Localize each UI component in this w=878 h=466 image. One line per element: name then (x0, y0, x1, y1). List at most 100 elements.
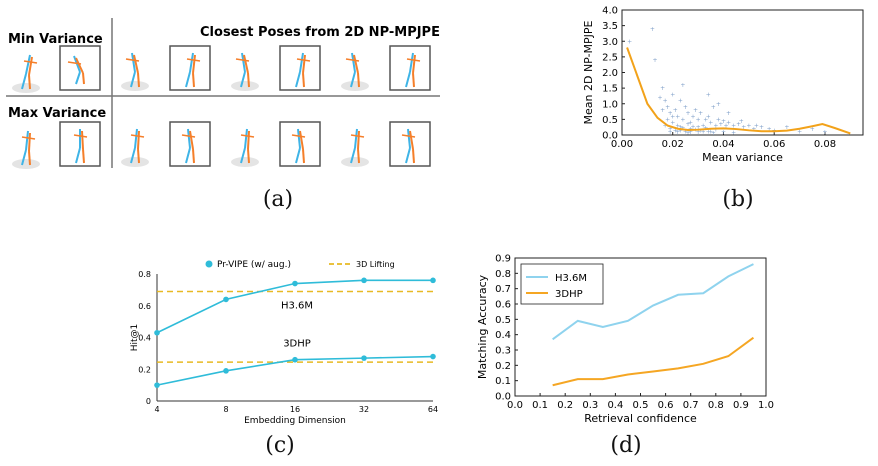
pose-floor (12, 159, 40, 169)
scatter-point: + (706, 113, 711, 120)
pose-floor (231, 157, 259, 167)
pose-limb (28, 56, 33, 76)
scatter-point: + (660, 85, 665, 92)
pose-floor (341, 157, 369, 167)
pose-limb (192, 148, 195, 164)
caption-c: (c) (265, 433, 295, 458)
legend-label: 3DHP (555, 289, 583, 300)
pose-limb (297, 128, 301, 149)
y-tick-label: 0.8 (138, 270, 151, 279)
y-tick-label: 2.0 (602, 68, 618, 79)
x-axis-label: Embedding Dimension (244, 416, 346, 426)
pose-limb (247, 72, 250, 88)
pose-limb (350, 71, 356, 88)
pose-limb (21, 136, 36, 140)
scatter-point: + (706, 128, 711, 135)
scatter-point: + (708, 120, 713, 127)
scatter-point: + (708, 128, 713, 135)
scatter-point: + (691, 123, 696, 130)
y-tick-label: 2.5 (602, 52, 618, 63)
scatter-point: + (683, 104, 688, 111)
scatter-point: + (685, 110, 690, 117)
pose-limb (185, 71, 191, 88)
scatter-point: + (680, 82, 685, 89)
scatter-point: + (721, 118, 726, 125)
y-tick-label: 0.3 (495, 346, 511, 357)
series-label: 3DHP (283, 339, 311, 350)
pose-limb (401, 134, 416, 138)
pose-limb (407, 128, 411, 149)
pose-limb (82, 72, 85, 85)
x-tick-label: 0.4 (607, 400, 623, 411)
min-variance-label: Min Variance (8, 32, 103, 47)
scatter-chart: 0.0 0.5 1.0 1.5 2.0 2.5 3.0 3.5 4.0 0.00 0.02 0.04 0… (582, 6, 864, 164)
pose-limb (125, 58, 140, 62)
max-variance-label: Max Variance (8, 106, 106, 121)
pose-limb (409, 130, 414, 150)
x-tick-label: 0.0 (507, 400, 523, 411)
y-tick-label: 0 (146, 397, 151, 406)
scatter-point: + (696, 116, 701, 123)
pose-limb (186, 58, 201, 62)
data-point (154, 382, 160, 388)
pose-limb (137, 148, 140, 164)
x-tick-label: 32 (359, 405, 369, 414)
scatter-point: + (721, 129, 726, 136)
legend-label: H3.6M (555, 273, 587, 284)
pose-limb (181, 134, 196, 138)
x-tick-label: 0.06 (763, 139, 785, 150)
data-point (292, 356, 298, 363)
pose-limb (299, 130, 304, 150)
scatter-point: + (693, 107, 698, 114)
pose-floor (121, 157, 149, 167)
pose-limb (21, 149, 27, 166)
pose-limb (75, 147, 81, 164)
pose-limb (244, 128, 248, 149)
scatter-point: + (650, 26, 655, 33)
data-point (430, 353, 436, 360)
scatter-point: + (696, 129, 701, 136)
scatter-point: + (670, 120, 675, 127)
pose-limb (187, 128, 191, 149)
scatter-point: + (675, 129, 680, 136)
scatter-point: + (685, 130, 690, 137)
pose-limb (357, 148, 360, 164)
caption-b: (b) (722, 187, 754, 212)
pose-floor (121, 81, 149, 91)
scatter-point: + (716, 101, 721, 108)
pose-limb (130, 134, 145, 138)
pose-limb (185, 147, 191, 164)
pose-limb (133, 54, 139, 74)
scatter-point: + (698, 127, 703, 134)
pose-limb (350, 134, 365, 138)
x-tick-label: 16 (290, 405, 300, 414)
scatter-point: + (663, 123, 668, 130)
data-point (430, 277, 436, 284)
pose-limb (25, 54, 31, 75)
closest-poses-header: Closest Poses from 2D NP-MPJPE (200, 25, 440, 40)
scatter-point: + (739, 118, 744, 125)
x-tick-label: 0.2 (557, 400, 573, 411)
scatter-point: + (810, 126, 815, 133)
pose-limb (406, 58, 421, 62)
pose-limb (241, 52, 246, 73)
y-tick-label: 0.1 (495, 376, 511, 387)
scatter-point: + (701, 129, 706, 136)
panel-c: 0 0.2 0.4 0.6 0.8 4 8 16 32 64 Embedding Dimension… (125, 250, 445, 430)
pose-limb (357, 130, 360, 150)
scatter-point: + (703, 116, 708, 123)
pose-limb (137, 72, 140, 88)
x-tick-label: 0.08 (814, 139, 836, 150)
y-axis-label: Hit@1 (130, 324, 140, 352)
pose-limb (353, 54, 359, 74)
y-tick-label: 0.9 (495, 254, 511, 265)
scatter-point: + (668, 129, 673, 136)
x-axis-label: Mean variance (702, 151, 783, 164)
data-point (154, 329, 160, 336)
pose-limb (409, 52, 414, 73)
y-tick-label: 4.0 (602, 6, 618, 17)
scatter-point: + (673, 127, 678, 134)
x-tick-label: 64 (428, 405, 438, 414)
panel-a-figure: Min Variance Max Variance Closest Poses … (6, 18, 543, 169)
pose-limb (240, 134, 255, 138)
